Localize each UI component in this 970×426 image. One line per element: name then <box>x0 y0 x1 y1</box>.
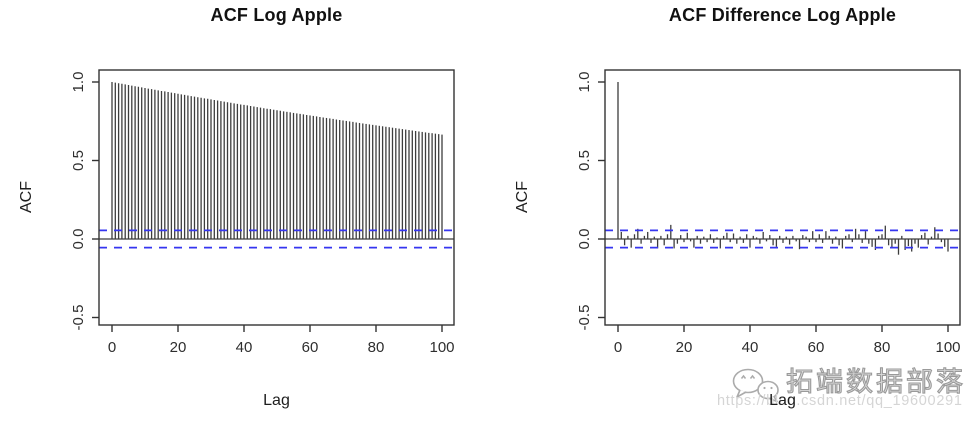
y-tick-label: 1.0 <box>70 72 87 93</box>
right-x-axis-label: Lag <box>769 392 796 409</box>
x-tick-label: 80 <box>368 339 385 356</box>
y-tick-label: 0.5 <box>70 150 87 171</box>
watermark-brand-text: 拓端数据部落 <box>785 366 966 397</box>
x-tick-label: 40 <box>236 339 253 356</box>
right-acf-plot: 1.0 0.5 0.0 -0.5 0 20 40 60 80 100 <box>576 69 961 356</box>
left-acf-plot: 1.0 0.5 0.0 -0.5 0 20 40 60 80 100 <box>70 69 455 356</box>
x-tick-label: 60 <box>302 339 319 356</box>
y-tick-label: 0.0 <box>70 229 87 250</box>
right-y-axis-label: ACF <box>514 181 531 213</box>
x-tick-label: 80 <box>874 339 891 356</box>
left-y-axis-label: ACF <box>18 181 35 213</box>
y-tick-label: 0.0 <box>576 229 593 250</box>
right-plot-title: ACF Difference Log Apple <box>668 5 897 25</box>
x-tick-label: 40 <box>742 339 759 356</box>
plot-border <box>604 69 961 326</box>
plot-border <box>98 69 455 326</box>
left-plot-title: ACF Log Apple <box>210 5 343 25</box>
watermark-url-text: https://blog.csdn.net/qq_19600291 <box>717 393 963 409</box>
y-tick-label: -0.5 <box>576 305 593 331</box>
x-tick-label: 0 <box>614 339 622 356</box>
y-tick-label: -0.5 <box>70 305 87 331</box>
x-tick-label: 100 <box>429 339 454 356</box>
y-tick-label: 1.0 <box>576 72 593 93</box>
x-tick-label: 20 <box>170 339 187 356</box>
left-x-axis-label: Lag <box>263 392 290 409</box>
x-tick-label: 20 <box>676 339 693 356</box>
x-tick-label: 0 <box>108 339 116 356</box>
y-tick-label: 0.5 <box>576 150 593 171</box>
x-tick-label: 60 <box>808 339 825 356</box>
x-tick-label: 100 <box>935 339 960 356</box>
wechat-icon <box>732 368 779 403</box>
